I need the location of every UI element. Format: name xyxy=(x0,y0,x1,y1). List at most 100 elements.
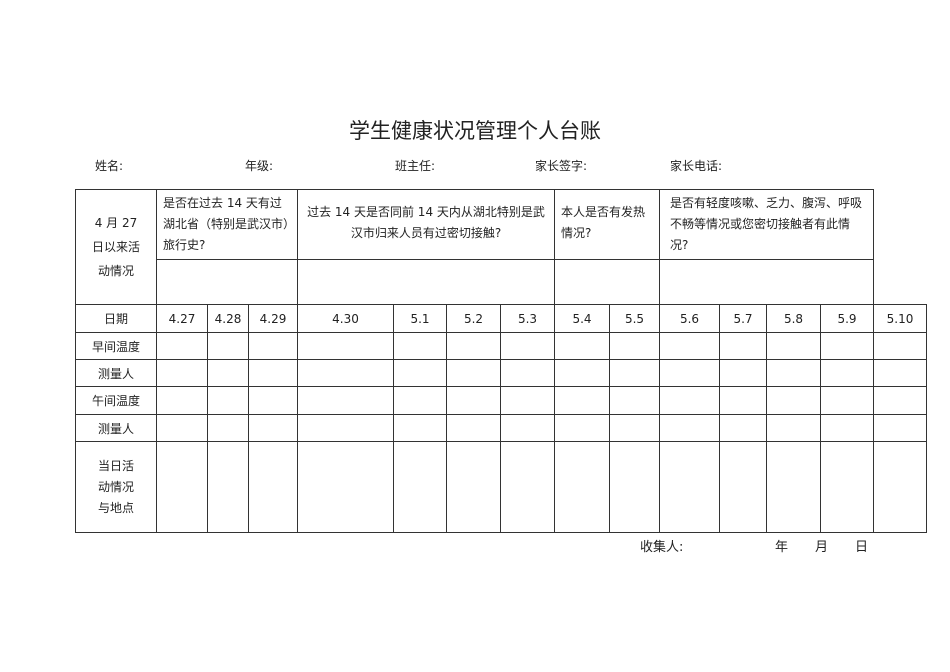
entry-cell[interactable] xyxy=(659,332,720,360)
activity-label: 4 月 27 日以来活动情况 xyxy=(75,189,157,305)
entry-cell[interactable] xyxy=(446,359,501,387)
entry-cell[interactable] xyxy=(207,386,249,415)
entry-cell[interactable] xyxy=(609,386,660,415)
answer-3[interactable] xyxy=(554,259,660,305)
entry-cell[interactable] xyxy=(156,441,208,533)
answer-2[interactable] xyxy=(297,259,555,305)
answer-1[interactable] xyxy=(156,259,298,305)
entry-cell[interactable] xyxy=(609,359,660,387)
entry-cell[interactable] xyxy=(156,386,208,415)
entry-cell[interactable] xyxy=(156,332,208,360)
entry-cell[interactable] xyxy=(719,441,767,533)
entry-cell[interactable] xyxy=(766,441,821,533)
entry-cell[interactable] xyxy=(446,441,501,533)
entry-cell[interactable] xyxy=(659,359,720,387)
date-cell: 4.28 xyxy=(207,304,249,333)
entry-cell[interactable] xyxy=(719,332,767,360)
entry-cell[interactable] xyxy=(207,414,249,442)
entry-cell[interactable] xyxy=(248,332,298,360)
entry-cell[interactable] xyxy=(446,386,501,415)
date-label: 日期 xyxy=(75,304,157,333)
entry-cell[interactable] xyxy=(766,386,821,415)
row-label: 测量人 xyxy=(75,359,157,387)
date-cell: 4.27 xyxy=(156,304,208,333)
date-cell: 5.2 xyxy=(446,304,501,333)
entry-cell[interactable] xyxy=(659,414,720,442)
entry-cell[interactable] xyxy=(873,414,927,442)
entry-cell[interactable] xyxy=(297,332,394,360)
entry-cell[interactable] xyxy=(719,359,767,387)
entry-cell[interactable] xyxy=(820,441,874,533)
entry-cell[interactable] xyxy=(719,414,767,442)
entry-cell[interactable] xyxy=(393,441,447,533)
entry-cell[interactable] xyxy=(446,332,501,360)
entry-cell[interactable] xyxy=(297,359,394,387)
entry-cell[interactable] xyxy=(207,332,249,360)
entry-cell[interactable] xyxy=(659,441,720,533)
entry-cell[interactable] xyxy=(248,359,298,387)
teacher-label: 班主任: xyxy=(395,159,436,173)
question-1: 是否在过去 14 天有过湖北省（特别是武汉市）旅行史? xyxy=(156,189,298,260)
parent-sign-label: 家长签字: xyxy=(535,159,588,173)
month-label: 月 xyxy=(815,540,829,555)
entry-cell[interactable] xyxy=(297,386,394,415)
entry-cell[interactable] xyxy=(207,359,249,387)
entry-cell[interactable] xyxy=(297,441,394,533)
entry-cell[interactable] xyxy=(820,414,874,442)
entry-cell[interactable] xyxy=(554,441,610,533)
entry-cell[interactable] xyxy=(820,332,874,360)
entry-cell[interactable] xyxy=(393,359,447,387)
entry-cell[interactable] xyxy=(766,332,821,360)
answer-4[interactable] xyxy=(659,259,874,305)
grade-label: 年级: xyxy=(245,159,274,173)
entry-cell[interactable] xyxy=(393,332,447,360)
entry-cell[interactable] xyxy=(446,414,501,442)
entry-cell[interactable] xyxy=(820,359,874,387)
question-3: 本人是否有发热情况? xyxy=(554,189,660,260)
date-cell: 4.29 xyxy=(248,304,298,333)
entry-cell[interactable] xyxy=(659,386,720,415)
entry-cell[interactable] xyxy=(500,441,555,533)
entry-cell[interactable] xyxy=(554,386,610,415)
entry-cell[interactable] xyxy=(820,386,874,415)
date-cell: 5.9 xyxy=(820,304,874,333)
entry-cell[interactable] xyxy=(873,332,927,360)
entry-cell[interactable] xyxy=(873,386,927,415)
date-cell: 4.30 xyxy=(297,304,394,333)
entry-cell[interactable] xyxy=(248,441,298,533)
entry-cell[interactable] xyxy=(500,359,555,387)
entry-cell[interactable] xyxy=(554,332,610,360)
date-cell: 5.7 xyxy=(719,304,767,333)
entry-cell[interactable] xyxy=(248,386,298,415)
entry-cell[interactable] xyxy=(609,414,660,442)
entry-cell[interactable] xyxy=(500,386,555,415)
question-2: 过去 14 天是否同前 14 天内从湖北特别是武汉市归来人员有过密切接触? xyxy=(297,189,555,260)
row-label: 早间温度 xyxy=(75,332,157,360)
row-label: 午间温度 xyxy=(75,386,157,415)
entry-cell[interactable] xyxy=(500,414,555,442)
entry-cell[interactable] xyxy=(766,414,821,442)
entry-cell[interactable] xyxy=(393,386,447,415)
entry-cell[interactable] xyxy=(500,332,555,360)
entry-cell[interactable] xyxy=(719,386,767,415)
entry-cell[interactable] xyxy=(873,441,927,533)
row-label: 当日活动情况与地点 xyxy=(75,441,157,533)
entry-cell[interactable] xyxy=(873,359,927,387)
page-title: 学生健康状况管理个人台账 xyxy=(349,119,601,143)
collector-label: 收集人: xyxy=(640,540,684,555)
entry-cell[interactable] xyxy=(156,359,208,387)
entry-cell[interactable] xyxy=(609,441,660,533)
entry-cell[interactable] xyxy=(554,359,610,387)
entry-cell[interactable] xyxy=(207,441,249,533)
entry-cell[interactable] xyxy=(393,414,447,442)
entry-cell[interactable] xyxy=(766,359,821,387)
entry-cell[interactable] xyxy=(554,414,610,442)
entry-cell[interactable] xyxy=(609,332,660,360)
entry-cell[interactable] xyxy=(248,414,298,442)
question-4: 是否有轻度咳嗽、乏力、腹泻、呼吸不畅等情况或您密切接触者有此情况? xyxy=(659,189,874,260)
day-label: 日 xyxy=(855,540,869,555)
entry-cell[interactable] xyxy=(156,414,208,442)
entry-cell[interactable] xyxy=(297,414,394,442)
date-cell: 5.10 xyxy=(873,304,927,333)
date-cell: 5.8 xyxy=(766,304,821,333)
